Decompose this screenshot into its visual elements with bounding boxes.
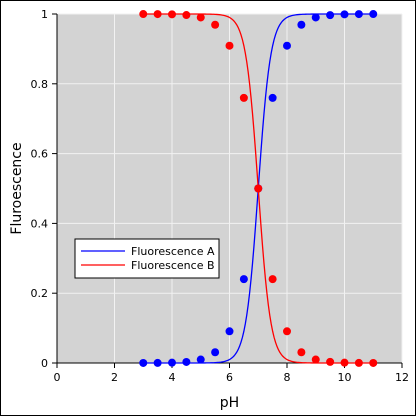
y-tick-label: 0.6 [31,148,49,161]
data-point-b [139,10,148,19]
data-point-a [297,20,306,29]
data-point-a [354,10,363,19]
y-tick-label: 0.2 [31,287,49,300]
data-point-a [182,357,191,366]
data-point-a [268,93,277,102]
x-tick-label: 8 [284,371,291,384]
data-point-a [225,327,234,336]
data-point-a [211,348,220,357]
data-point-b [268,275,277,284]
data-point-b [239,93,248,102]
data-point-a [340,10,349,19]
y-axis-title: Fluroescence [9,142,25,234]
data-point-b [211,20,220,29]
legend-box [74,238,220,279]
data-point-b [254,184,263,193]
y-tick-label: 0 [41,357,48,370]
data-point-b [297,348,306,357]
data-point-b [196,13,205,22]
y-tick-label: 0.8 [31,78,49,91]
data-point-b [326,357,335,366]
data-point-a [139,358,148,367]
x-tick-label: 10 [338,371,352,384]
data-point-b [340,358,349,367]
x-axis-ticks: 0 2 4 6 8 10 12 [54,363,409,384]
data-point-a [239,275,248,284]
y-axis-ticks: 0 0.2 0.4 0.6 0.8 1 [31,8,57,370]
data-point-b [182,11,191,20]
series-layer [139,10,378,367]
x-tick-label: 2 [111,371,118,384]
data-point-a [168,358,176,367]
data-point-a [153,358,162,367]
data-point-b [153,10,162,19]
data-point-a [196,355,205,364]
legend-label-a: Fluorescence A [131,245,215,258]
data-point-b [225,41,234,50]
data-point-b [354,358,363,367]
data-point-a [369,10,378,19]
data-point-a [283,41,291,50]
x-tick-label: 6 [226,371,233,384]
x-axis-title: pH [220,395,239,411]
data-point-b [311,355,320,364]
x-tick-label: 12 [395,371,409,384]
legend-label-b: Fluorescence B [131,259,215,272]
x-tick-label: 4 [169,371,176,384]
y-tick-label: 1 [41,8,48,21]
data-point-a [326,11,335,20]
y-tick-label: 0.4 [31,217,49,230]
data-point-b [369,358,378,367]
data-point-b [283,327,291,336]
data-point-a [311,13,320,22]
legend: Fluorescence A Fluorescence B [74,238,220,279]
data-point-b [168,10,176,19]
x-tick-label: 0 [54,371,61,384]
